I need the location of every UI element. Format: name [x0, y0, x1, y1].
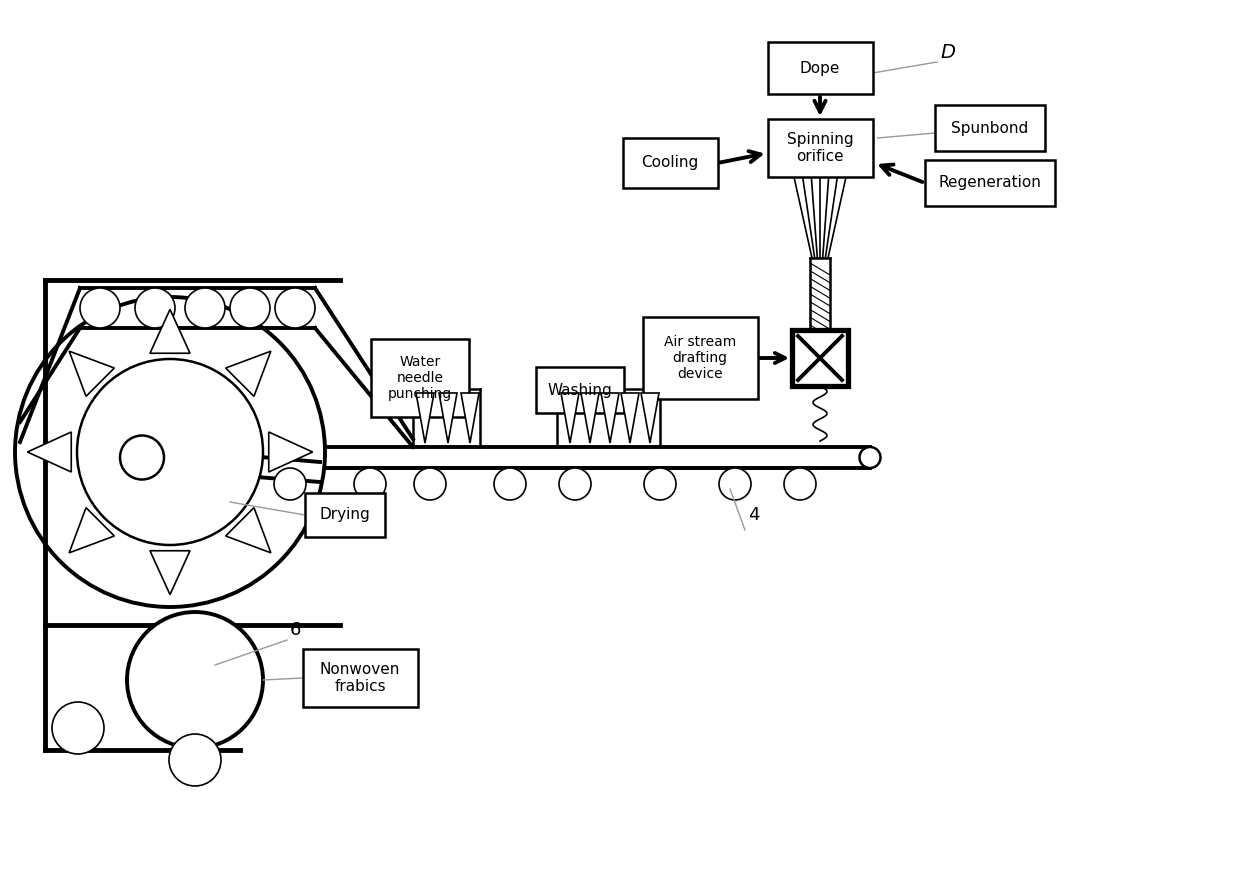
Polygon shape — [150, 309, 190, 354]
Polygon shape — [27, 432, 71, 472]
Text: Cooling: Cooling — [641, 156, 698, 170]
Circle shape — [120, 435, 164, 480]
Text: 4: 4 — [748, 506, 759, 524]
Polygon shape — [415, 393, 434, 443]
Polygon shape — [269, 432, 312, 472]
Text: Washing: Washing — [548, 382, 613, 397]
Circle shape — [644, 468, 676, 500]
Circle shape — [126, 612, 263, 748]
Polygon shape — [582, 393, 599, 443]
Circle shape — [52, 702, 104, 754]
Text: 6: 6 — [290, 621, 301, 639]
Circle shape — [81, 288, 120, 328]
Circle shape — [77, 359, 263, 545]
Circle shape — [859, 447, 880, 468]
Circle shape — [275, 288, 315, 328]
Text: Spunbond: Spunbond — [951, 121, 1029, 136]
Circle shape — [274, 468, 306, 500]
Polygon shape — [439, 393, 458, 443]
Polygon shape — [226, 351, 270, 396]
Polygon shape — [69, 507, 114, 553]
Circle shape — [185, 288, 224, 328]
Polygon shape — [150, 551, 190, 594]
Polygon shape — [560, 393, 579, 443]
Circle shape — [169, 734, 221, 786]
Bar — [305, 493, 384, 537]
Polygon shape — [601, 393, 619, 443]
Circle shape — [559, 468, 591, 500]
Text: Drying: Drying — [320, 507, 371, 522]
Text: Spinning
orifice: Spinning orifice — [786, 132, 853, 164]
Circle shape — [15, 297, 325, 607]
Circle shape — [229, 288, 270, 328]
Polygon shape — [641, 393, 658, 443]
Text: Dope: Dope — [800, 61, 841, 76]
Bar — [303, 649, 418, 707]
Circle shape — [353, 468, 386, 500]
Bar — [371, 339, 469, 417]
Circle shape — [784, 468, 816, 500]
Bar — [768, 119, 873, 177]
Circle shape — [135, 288, 175, 328]
Bar — [925, 160, 1055, 206]
Circle shape — [719, 468, 751, 500]
Text: Air stream
drafting
device: Air stream drafting device — [663, 335, 737, 381]
Bar — [935, 105, 1045, 151]
Circle shape — [494, 468, 526, 500]
Text: Water
needle
punching: Water needle punching — [388, 355, 453, 401]
Text: Nonwoven
frabics: Nonwoven frabics — [320, 662, 401, 694]
Circle shape — [414, 468, 446, 500]
Bar — [622, 138, 718, 188]
Polygon shape — [226, 507, 270, 553]
Text: Regeneration: Regeneration — [939, 176, 1042, 190]
Polygon shape — [621, 393, 639, 443]
Circle shape — [215, 468, 246, 500]
Bar — [642, 317, 758, 399]
Text: D: D — [940, 43, 955, 62]
Bar — [536, 367, 624, 413]
Polygon shape — [69, 351, 114, 396]
Bar — [768, 42, 873, 94]
Polygon shape — [461, 393, 479, 443]
Bar — [792, 330, 848, 386]
